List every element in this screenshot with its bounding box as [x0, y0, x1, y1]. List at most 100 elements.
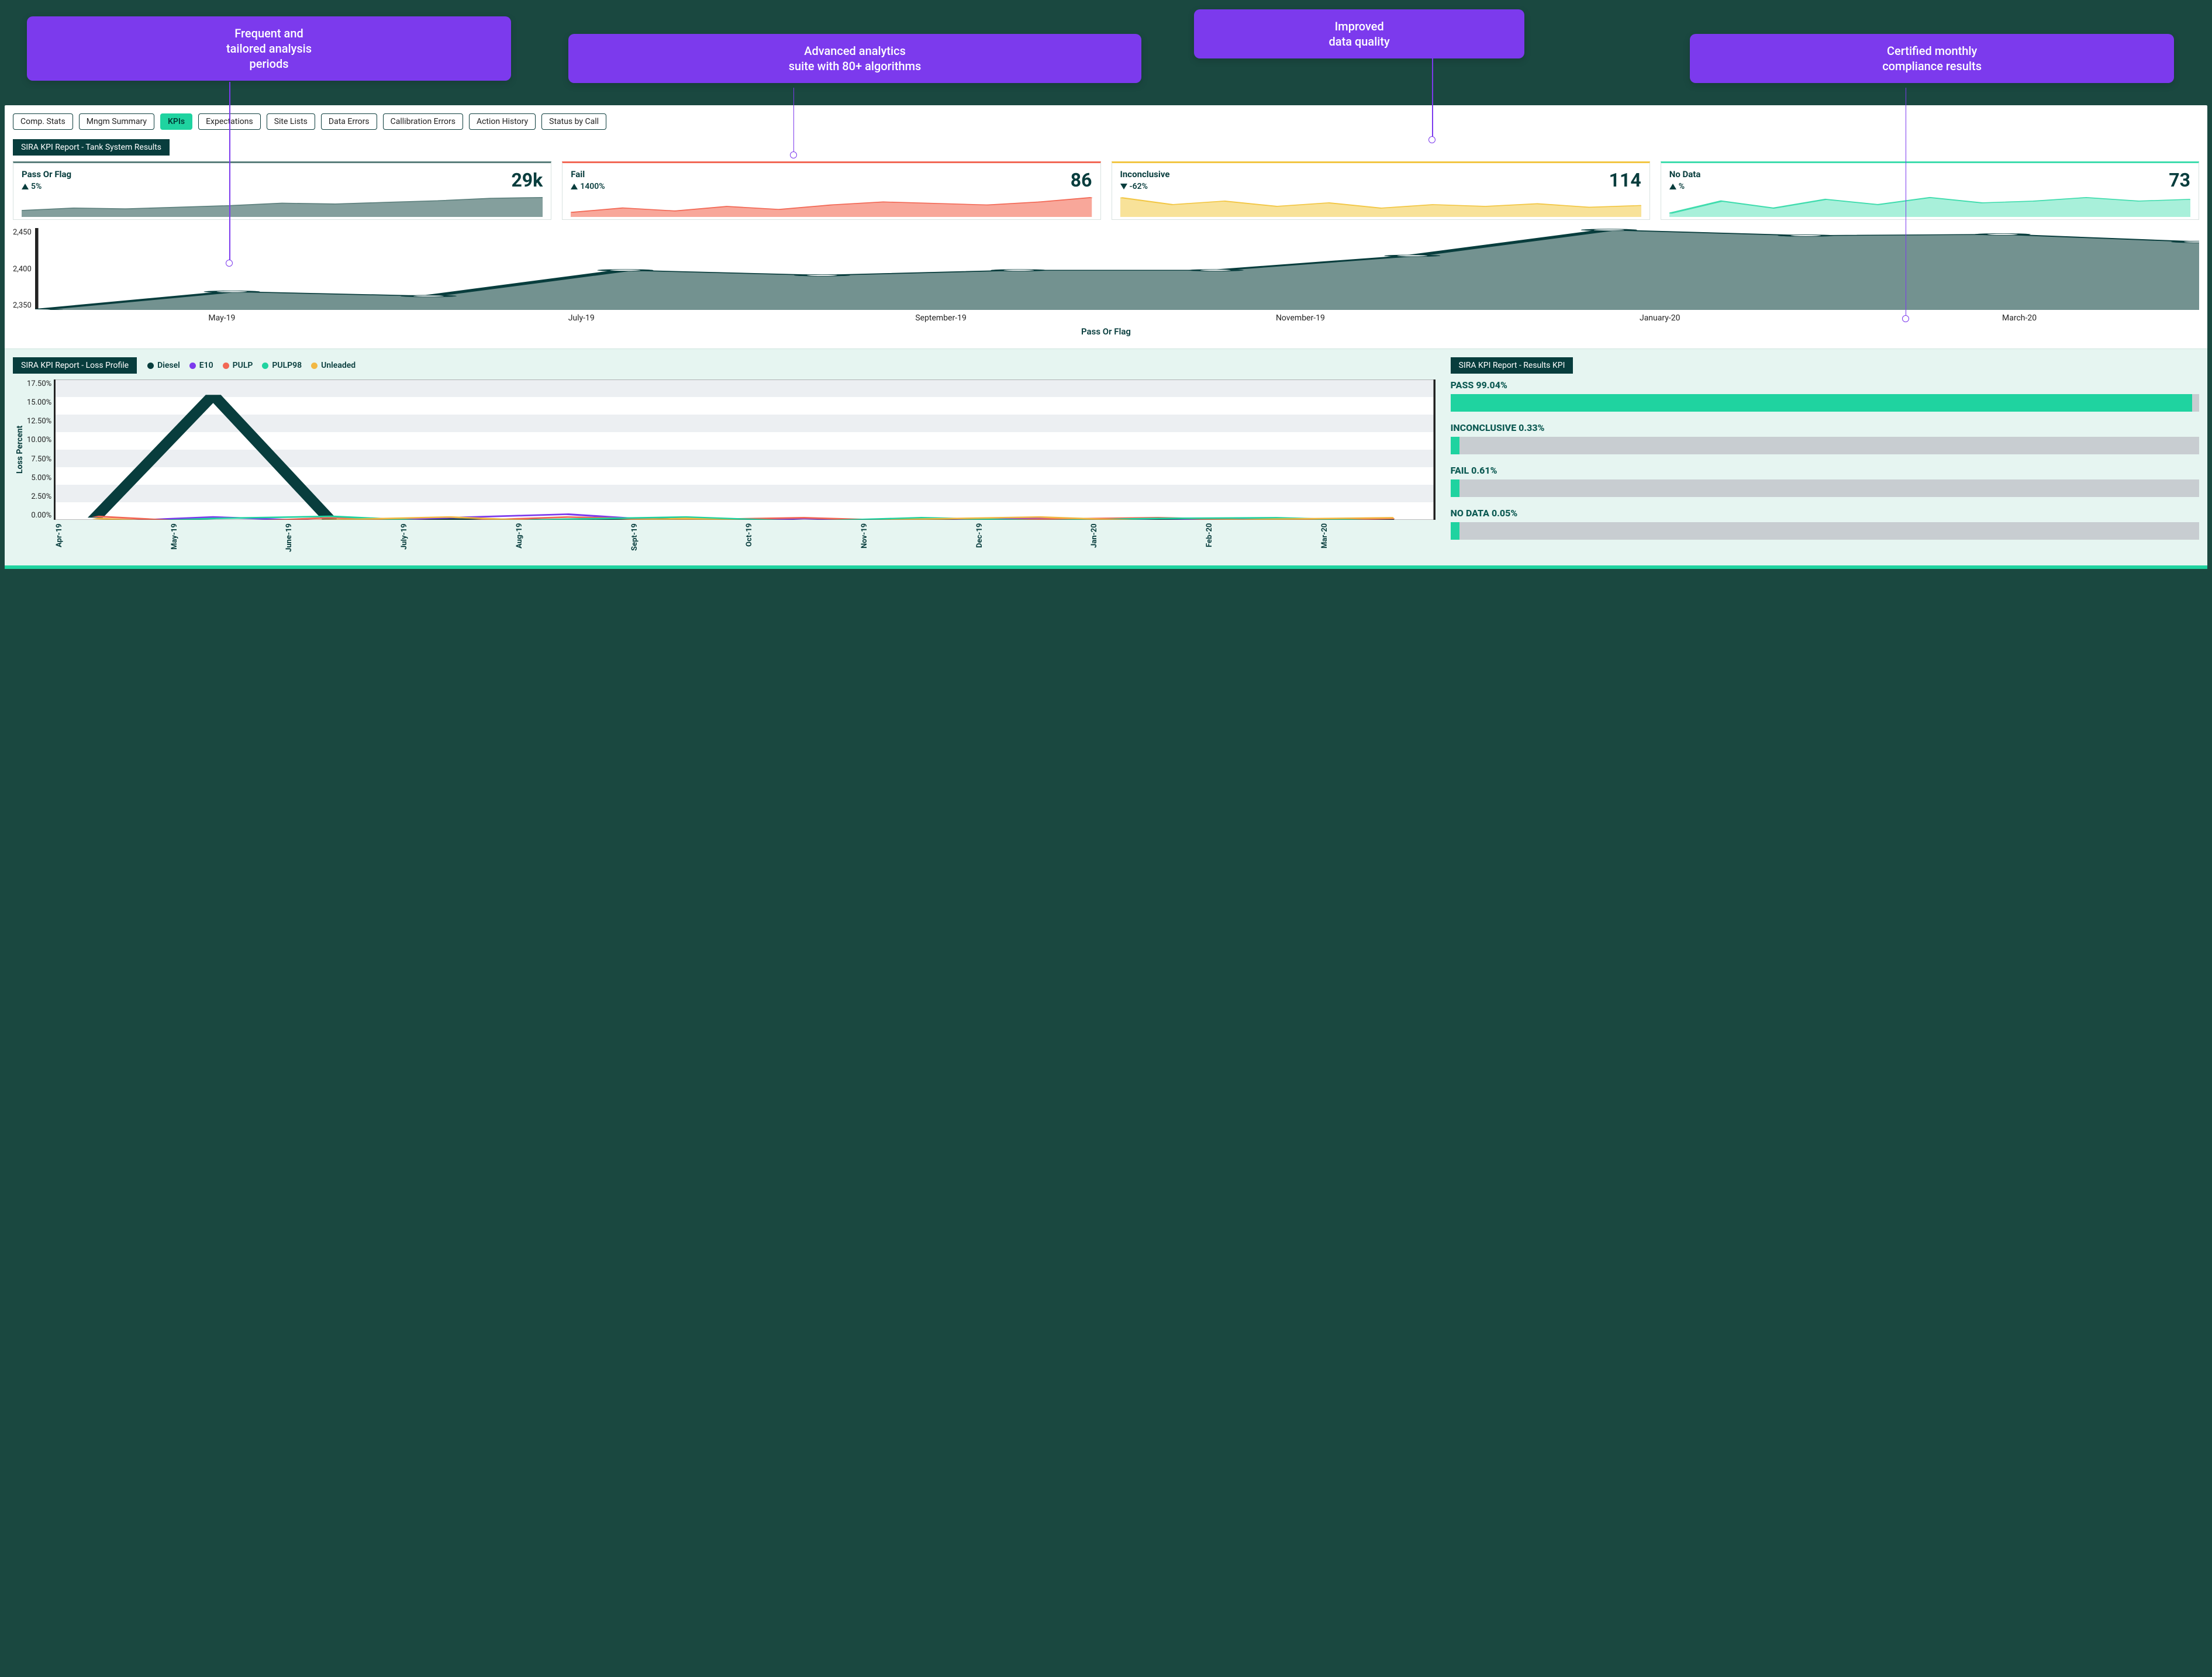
legend-item-e10[interactable]: E10 — [189, 361, 213, 370]
callout-2: Improved data quality — [1194, 9, 1524, 58]
tab-data-errors[interactable]: Data Errors — [321, 113, 377, 130]
result-label: FAIL 0.61% — [1451, 465, 2199, 476]
section-label-loss: SIRA KPI Report - Loss Profile — [13, 357, 137, 374]
result-row-inconclusive: INCONCLUSIVE 0.33% — [1451, 422, 2199, 454]
result-label: INCONCLUSIVE 0.33% — [1451, 422, 2199, 433]
result-bar-fill — [1451, 522, 1459, 540]
callouts-row: Frequent and tailored analysis periods Ad… — [5, 5, 2207, 98]
legend-label: Unleaded — [321, 361, 356, 370]
result-row-pass: PASS 99.04% — [1451, 379, 2199, 412]
main-chart: 2,4502,4002,350 May-19July-19September-1… — [13, 228, 2199, 343]
loss-x-tick: Jan-20 — [1090, 523, 1205, 557]
result-bar-fill — [1451, 437, 1459, 454]
kpi-card-pass-or-flag[interactable]: Pass Or Flag5%29k — [13, 161, 551, 220]
results-kpi-panel: SIRA KPI Report - Results KPI PASS 99.04… — [1451, 357, 2199, 557]
legend-item-diesel[interactable]: Diesel — [147, 361, 180, 370]
main-chart-x-axis: May-19July-19September-19November-19Janu… — [42, 313, 2199, 323]
loss-y-tick: 17.50% — [27, 379, 51, 388]
tab-callibration-errors[interactable]: Callibration Errors — [383, 113, 463, 130]
tab-comp-stats[interactable]: Comp. Stats — [13, 113, 73, 130]
legend-label: PULP98 — [272, 361, 302, 370]
result-bar — [1451, 394, 2199, 412]
loss-x-tick: Mar-20 — [1320, 523, 1435, 557]
kpi-value: 114 — [1609, 169, 1641, 191]
legend-swatch — [147, 363, 154, 369]
loss-y-axis-label: Loss Percent — [13, 379, 27, 520]
tab-mngm-summary[interactable]: Mngm Summary — [79, 113, 154, 130]
kpi-delta: 5% — [22, 182, 71, 191]
loss-y-tick: 15.00% — [27, 398, 51, 407]
loss-x-tick: Oct-19 — [745, 523, 860, 557]
loss-y-tick: 12.50% — [27, 417, 51, 426]
legend-swatch — [311, 363, 318, 369]
callout-pointer — [793, 88, 795, 155]
kpi-delta: -62% — [1120, 182, 1170, 191]
kpi-title: No Data — [1669, 169, 1701, 180]
loss-x-axis: Apr-19May-19June-19July-19Aug-19Sept-19O… — [55, 523, 1435, 557]
kpi-delta-value: % — [1679, 182, 1685, 191]
x-tick: March-20 — [1840, 313, 2199, 323]
x-tick: January-20 — [1480, 313, 1840, 323]
kpi-delta-value: -62% — [1130, 182, 1148, 191]
legend-swatch — [223, 363, 229, 369]
result-label: NO DATA 0.05% — [1451, 508, 2199, 519]
kpi-row: Pass Or Flag5%29kFail1400%86Inconclusive… — [13, 161, 2199, 220]
loss-x-tick: Feb-20 — [1205, 523, 1320, 557]
loss-x-tick: Apr-19 — [55, 523, 170, 557]
tab-status-by-call[interactable]: Status by Call — [541, 113, 606, 130]
legend-label: PULP — [233, 361, 253, 370]
loss-x-tick: Nov-19 — [860, 523, 975, 557]
x-tick: July-19 — [402, 313, 761, 323]
kpi-title: Inconclusive — [1120, 169, 1170, 180]
kpi-delta: 1400% — [571, 182, 605, 191]
loss-x-tick: June-19 — [285, 523, 400, 557]
callout-0: Frequent and tailored analysis periods — [27, 16, 512, 81]
x-tick: September-19 — [761, 313, 1121, 323]
loss-x-tick: Sept-19 — [630, 523, 746, 557]
legend-item-pulp[interactable]: PULP — [223, 361, 253, 370]
y-tick: 2,400 — [13, 265, 32, 274]
main-chart-y-axis: 2,4502,4002,350 — [13, 228, 35, 310]
loss-y-tick: 2.50% — [27, 492, 51, 501]
legend-swatch — [189, 363, 196, 369]
result-row-fail: FAIL 0.61% — [1451, 465, 2199, 497]
kpi-card-inconclusive[interactable]: Inconclusive -62% 114 — [1112, 161, 1650, 220]
callout-pointer — [1432, 49, 1433, 140]
legend-item-pulp98[interactable]: PULP98 — [262, 361, 302, 370]
main-chart-svg — [35, 228, 2199, 310]
callout-dot — [1428, 136, 1435, 143]
loss-x-tick: July-19 — [400, 523, 515, 557]
callout-dot — [1902, 315, 1909, 322]
tab-action-history[interactable]: Action History — [469, 113, 536, 130]
legend-swatch — [262, 363, 268, 369]
callout-1: Advanced analytics suite with 80+ algori… — [568, 34, 1141, 83]
loss-chart — [54, 379, 1435, 520]
loss-x-tick: Aug-19 — [515, 523, 630, 557]
arrow-up-icon — [22, 184, 29, 189]
section-label-tank: SIRA KPI Report - Tank System Results — [13, 139, 170, 156]
kpi-delta: % — [1669, 182, 1701, 191]
loss-y-tick: 7.50% — [27, 455, 51, 464]
lower-panels: SIRA KPI Report - Loss Profile Diesel E10… — [5, 348, 2207, 569]
kpi-sparkline — [571, 195, 1092, 217]
tab-site-lists[interactable]: Site Lists — [267, 113, 315, 130]
tab-kpis[interactable]: KPIs — [160, 113, 192, 130]
dashboard-panel: Comp. StatsMngm SummaryKPIsExpectationsS… — [5, 105, 2207, 569]
y-tick: 2,450 — [13, 228, 32, 237]
arrow-up-icon — [571, 184, 578, 189]
kpi-value: 73 — [2169, 169, 2190, 191]
loss-y-tick: 0.00% — [27, 511, 51, 520]
callout-3: Certified monthly compliance results — [1690, 34, 2175, 83]
section-label-results: SIRA KPI Report - Results KPI — [1451, 357, 1573, 374]
loss-series-diesel — [95, 395, 1394, 520]
legend-item-unleaded[interactable]: Unleaded — [311, 361, 356, 370]
kpi-delta-value: 5% — [31, 182, 42, 191]
kpi-card-fail[interactable]: Fail1400%86 — [562, 161, 1100, 220]
callout-dot — [226, 260, 233, 267]
kpi-value: 86 — [1071, 169, 1092, 191]
kpi-delta-value: 1400% — [580, 182, 605, 191]
kpi-card-no-data[interactable]: No Data% 73 — [1661, 161, 2199, 220]
loss-chart-svg — [54, 379, 1435, 520]
result-bar — [1451, 522, 2199, 540]
loss-x-tick: May-19 — [170, 523, 285, 557]
